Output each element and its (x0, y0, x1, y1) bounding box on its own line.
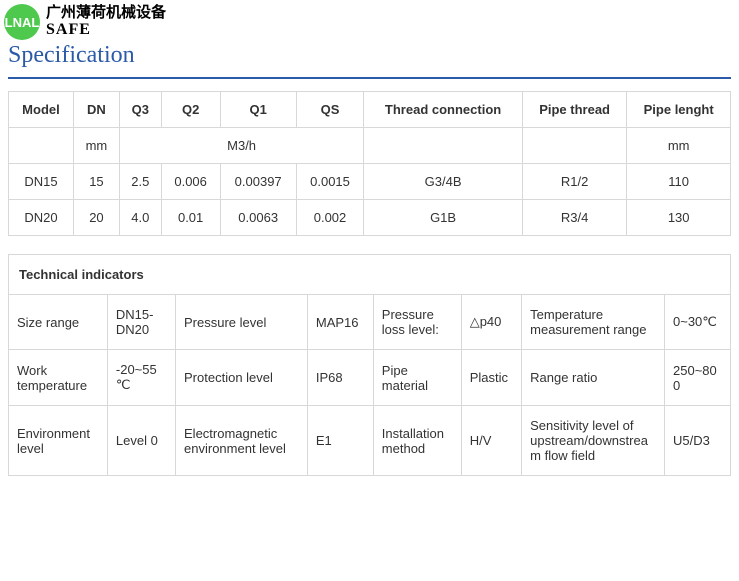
cell: Temperature measurement range (522, 295, 665, 350)
logo-safe: SAFE (46, 21, 166, 39)
tech-indicators-table: Technical indicators Size range DN15-DN2… (8, 254, 731, 476)
cell: 130 (627, 200, 731, 236)
logo-icon: LNAL (4, 4, 40, 40)
logo-chinese: 广州薄荷机械设备 (46, 5, 166, 22)
cell: Level 0 (107, 406, 175, 476)
cell: E1 (307, 406, 373, 476)
table-row: DN15 15 2.5 0.006 0.00397 0.0015 G3/4B R… (9, 164, 731, 200)
col-model: Model (9, 92, 74, 128)
cell: 110 (627, 164, 731, 200)
table-row: DN20 20 4.0 0.01 0.0063 0.002 G1B R3/4 1… (9, 200, 731, 236)
cell: DN15-DN20 (107, 295, 175, 350)
cell: Protection level (176, 350, 308, 406)
cell: DN20 (9, 200, 74, 236)
col-q3: Q3 (119, 92, 161, 128)
cell: 0.0063 (220, 200, 296, 236)
cell: R1/2 (522, 164, 626, 200)
cell: 2.5 (119, 164, 161, 200)
header: LNAL 广州薄荷机械设备 SAFE (0, 0, 739, 40)
cell: Size range (9, 295, 108, 350)
cell-unit-dn: mm (73, 128, 119, 164)
cell: 250~800 (665, 350, 731, 406)
cell: Pipe material (373, 350, 461, 406)
col-q2: Q2 (161, 92, 220, 128)
table-header-row: Model DN Q3 Q2 Q1 QS Thread connection P… (9, 92, 731, 128)
col-pipe-thread: Pipe thread (522, 92, 626, 128)
cell: 15 (73, 164, 119, 200)
col-q1: Q1 (220, 92, 296, 128)
cell: R3/4 (522, 200, 626, 236)
cell: 0.006 (161, 164, 220, 200)
col-pipe-length: Pipe lenght (627, 92, 731, 128)
cell: MAP16 (307, 295, 373, 350)
cell: U5/D3 (665, 406, 731, 476)
cell: G1B (364, 200, 523, 236)
tech-heading: Technical indicators (9, 255, 731, 295)
cell: 4.0 (119, 200, 161, 236)
cell: 0.0015 (296, 164, 364, 200)
table-row: Work temperature -20~55℃ Protection leve… (9, 350, 731, 406)
cell: Range ratio (522, 350, 665, 406)
cell: -20~55℃ (107, 350, 175, 406)
cell: DN15 (9, 164, 74, 200)
cell: Pressure level (176, 295, 308, 350)
col-thread: Thread connection (364, 92, 523, 128)
spec-table: Model DN Q3 Q2 Q1 QS Thread connection P… (8, 91, 731, 236)
cell: 0~30℃ (665, 295, 731, 350)
logo-text: 广州薄荷机械设备 SAFE (46, 5, 166, 39)
cell: Plastic (461, 350, 521, 406)
tech-heading-row: Technical indicators (9, 255, 731, 295)
cell: IP68 (307, 350, 373, 406)
cell: △p40 (461, 295, 521, 350)
divider (8, 77, 731, 79)
cell-blank (522, 128, 626, 164)
table-units-row: mm M3/h mm (9, 128, 731, 164)
cell-unit-q: M3/h (119, 128, 363, 164)
cell: Electromagnetic environment level (176, 406, 308, 476)
table-row: Environment level Level 0 Electromagneti… (9, 406, 731, 476)
cell: Installation method (373, 406, 461, 476)
page-title: Specification (0, 40, 739, 77)
cell: 0.00397 (220, 164, 296, 200)
col-qs: QS (296, 92, 364, 128)
cell: 0.002 (296, 200, 364, 236)
cell: H/V (461, 406, 521, 476)
cell-blank (9, 128, 74, 164)
cell-blank (364, 128, 523, 164)
col-dn: DN (73, 92, 119, 128)
table-row: Size range DN15-DN20 Pressure level MAP1… (9, 295, 731, 350)
cell-unit-length: mm (627, 128, 731, 164)
cell: Pressure loss level: (373, 295, 461, 350)
cell: G3/4B (364, 164, 523, 200)
cell: 20 (73, 200, 119, 236)
cell: Sensitivity level of upstream/downstream… (522, 406, 665, 476)
cell: Environment level (9, 406, 108, 476)
cell: Work temperature (9, 350, 108, 406)
cell: 0.01 (161, 200, 220, 236)
